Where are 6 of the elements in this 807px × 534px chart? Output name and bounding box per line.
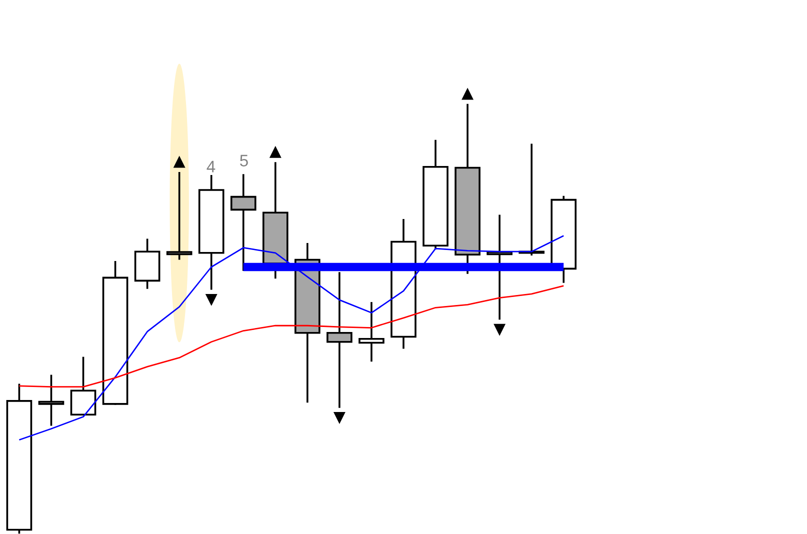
annotation: 5 (240, 154, 248, 166)
candlestick (38, 374, 64, 426)
candlestick (358, 302, 384, 362)
candlestick (166, 172, 192, 260)
annotation: 4 (206, 160, 216, 172)
candlestick (326, 272, 352, 408)
